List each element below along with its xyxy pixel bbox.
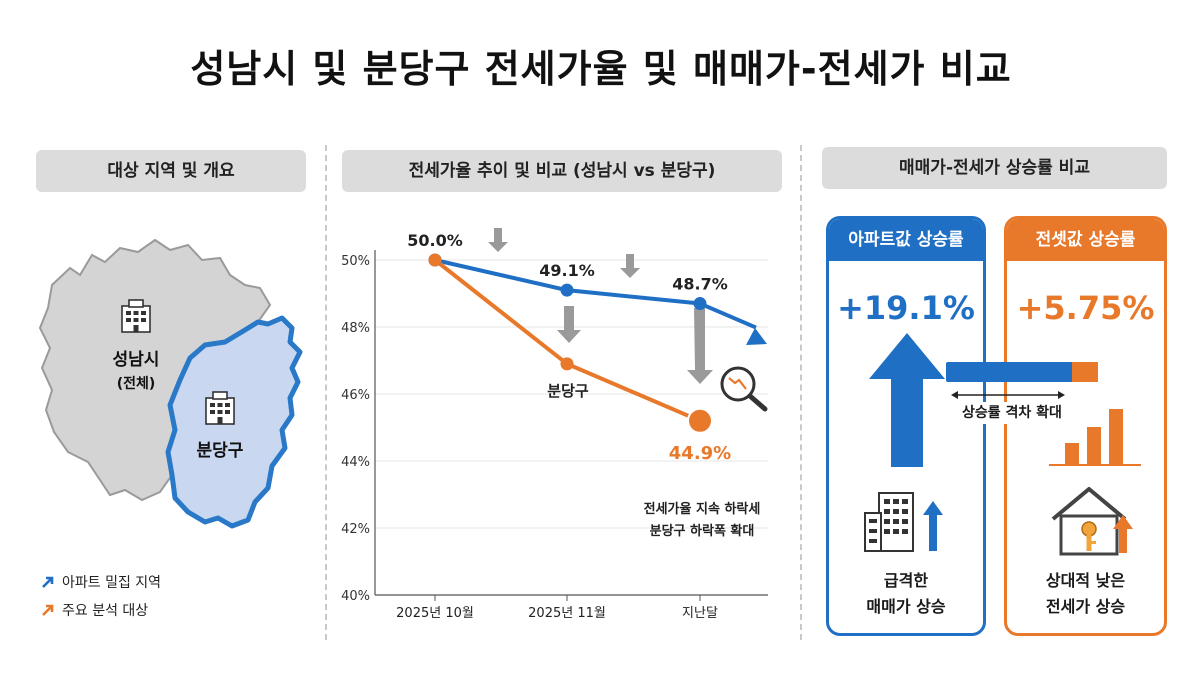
legend-item-apartment: 아파트 밀집 지역 (40, 572, 161, 592)
data-label: 49.1% (539, 261, 595, 280)
region-label-seongnam-sub: (전체) (117, 375, 156, 392)
gap-label: 상승률 격차 확대 (942, 402, 1082, 424)
legend-label-target: 주요 분석 대상 (62, 603, 149, 619)
data-point (428, 253, 442, 267)
data-label: 44.9% (669, 443, 731, 464)
overview-header: 대상 지역 및 개요 (36, 150, 306, 192)
double-arrow-icon (951, 391, 1065, 399)
legend-item-target: 주요 분석 대상 (40, 600, 148, 620)
house-key-icon (1051, 487, 1133, 556)
trend-arrow-icon (746, 328, 767, 345)
jeonse-ratio-chart: 50% 48% 46% 44% 42% 40% 2025년 10월 2025년 11월 지난달… (341, 228, 768, 621)
bundang-series-label: 분당구 (547, 382, 589, 400)
data-point (687, 407, 713, 434)
apartment-growth-card: 아파트값 상승률 +19.1% 급격한 매매가 상승 (826, 216, 986, 636)
region-label-seongnam: 성남시 (113, 350, 160, 370)
jeonse-caption-line1: 상대적 낮은 (1045, 571, 1126, 590)
down-arrow-icon (557, 306, 581, 343)
y-tick-label: 42% (341, 522, 370, 537)
chart-note-line2: 분당구 하락폭 확대 (650, 523, 755, 539)
page-title: 성남시 및 분당구 전세가율 및 매매가-전세가 비교 (190, 47, 1012, 91)
y-tick-label: 40% (341, 589, 370, 604)
trend-header: 전세가율 추이 및 비교 (성남시 vs 분당구) (342, 150, 782, 192)
region-label-bundang: 분당구 (197, 441, 244, 461)
apartment-growth-title: 아파트값 상승률 (829, 219, 983, 261)
magnifier-icon (720, 366, 768, 412)
apartment-caption-line2: 매매가 상승 (866, 597, 946, 616)
column-divider-right (800, 145, 802, 640)
gap-bar-jeonse-part (1072, 362, 1098, 382)
jeonse-growth-title: 전셋값 상승률 (1007, 219, 1164, 261)
jeonse-growth-value: +5.75% (1016, 289, 1155, 327)
jeonse-growth-card: 전셋값 상승률 +5.75% 상대적 낮은 전세가 상승 (1004, 216, 1167, 636)
data-point (560, 283, 574, 297)
building-icon (205, 391, 235, 425)
y-tick-label: 44% (341, 455, 370, 470)
chart-note-line1: 전세가율 지속 하락세 (644, 501, 761, 517)
office-building-icon (864, 492, 943, 552)
orange-arrow-icon (42, 604, 54, 616)
column-divider-left (325, 145, 327, 640)
region-map: 성남시 (전체) 분당구 (38, 238, 303, 529)
growth-header: 매매가-전세가 상승률 비교 (822, 147, 1167, 189)
y-tick-label: 46% (341, 388, 370, 403)
data-point (693, 297, 707, 311)
jeonse-caption-line2: 전세가 상승 (1045, 597, 1126, 616)
bar-growth-icon (1049, 409, 1141, 466)
down-arrow-icon (687, 308, 713, 384)
up-arrow-icon (869, 333, 945, 467)
down-arrow-icon (620, 254, 640, 278)
data-point (560, 357, 574, 371)
x-tick-label: 2025년 11월 (528, 606, 606, 621)
building-icon (121, 299, 151, 333)
data-label: 50.0% (407, 231, 463, 250)
x-tick-label: 지난달 (682, 606, 718, 621)
gap-bar (946, 362, 1098, 382)
apartment-caption-line1: 급격한 (883, 571, 929, 590)
y-tick-label: 48% (341, 321, 370, 336)
data-label: 48.7% (672, 275, 728, 294)
x-tick-label: 2025년 10월 (396, 606, 474, 621)
down-arrow-icon (488, 228, 508, 252)
series-line-seongnam (434, 258, 757, 330)
legend-label-apartment: 아파트 밀집 지역 (62, 575, 162, 591)
apartment-growth-value: +19.1% (837, 289, 975, 327)
y-tick-label: 50% (341, 254, 370, 269)
blue-arrow-icon (42, 576, 54, 588)
